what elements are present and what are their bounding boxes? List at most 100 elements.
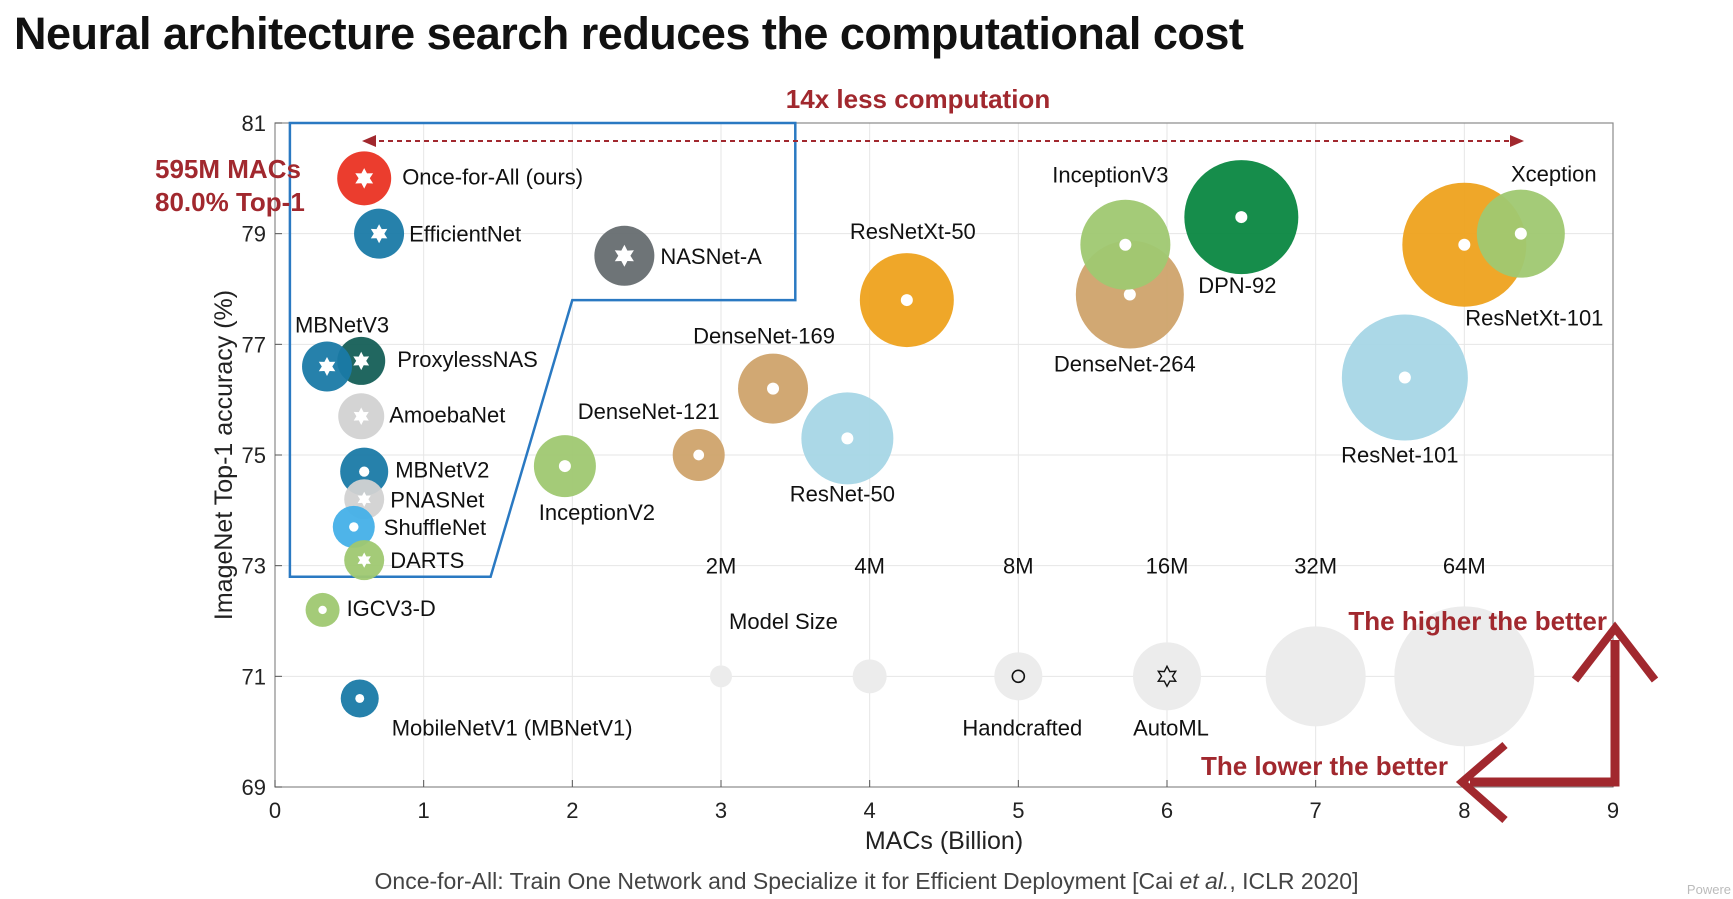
y-axis-title: ImageNet Top-1 accuracy (%) (210, 290, 238, 620)
legend-size-bubble (852, 659, 887, 694)
x-tick-label: 1 (418, 798, 430, 823)
watermark: Powere (1686, 882, 1731, 897)
computation-arrow-head-left (362, 135, 376, 147)
point-label: MobileNetV1 (MBNetV1) (392, 715, 633, 740)
up-arrow-head (1571, 621, 1659, 683)
x-tick-label: 9 (1607, 798, 1619, 823)
x-tick-label: 3 (715, 798, 727, 823)
automl-star-marker (370, 224, 388, 244)
x-tick-label: 6 (1161, 798, 1173, 823)
point-label: EfficientNet (409, 222, 521, 247)
automl-star-marker (355, 168, 374, 189)
y-tick-label: 75 (242, 443, 266, 468)
handcrafted-dot-marker (841, 432, 854, 445)
automl-star-marker (318, 357, 336, 376)
legend-size-bubble (710, 665, 732, 688)
point-label: ProxylessNAS (397, 347, 538, 372)
computation-arrow-head-right (1510, 135, 1524, 147)
automl-star-marker (353, 407, 369, 425)
point-label: ResNet-50 (790, 481, 895, 506)
legend-marker-label: AutoML (1133, 715, 1209, 740)
point-label: MBNetV3 (295, 312, 389, 337)
handcrafted-dot-marker (1398, 371, 1411, 384)
legend-size-label: 2M (706, 554, 737, 579)
point-label: DenseNet-264 (1054, 352, 1196, 377)
legend-automl-marker (1156, 664, 1178, 688)
x-tick-label: 0 (269, 798, 281, 823)
legend-size-bubble (994, 652, 1043, 701)
legend-size-label: 16M (1146, 554, 1189, 579)
point-label: MBNetV2 (395, 458, 489, 483)
handcrafted-dot-marker (1119, 238, 1132, 251)
handcrafted-dot-marker (359, 466, 370, 477)
caption-text: Once-for-All: Train One Network and Spec… (374, 868, 1180, 894)
point-label: Once-for-All (ours) (402, 164, 583, 189)
point-label: AmoebaNet (389, 402, 505, 427)
handcrafted-dot-marker (318, 605, 327, 615)
legend-handcrafted-marker (1011, 669, 1026, 684)
data-points (302, 151, 1565, 718)
better-direction-arrow (1470, 640, 1620, 787)
handcrafted-dot-marker (1458, 238, 1471, 251)
caption-text-end: , ICLR 2020] (1229, 868, 1359, 894)
legend-size-label: 64M (1443, 554, 1486, 579)
handcrafted-dot-marker (693, 449, 705, 461)
point-label: PNASNet (390, 487, 484, 512)
x-tick-label: 2 (566, 798, 578, 823)
handcrafted-dot-marker (1235, 211, 1248, 224)
x-tick-label: 4 (864, 798, 876, 823)
handcrafted-dot-marker (1514, 227, 1527, 240)
point-label: DARTS (390, 548, 464, 573)
y-tick-label: 81 (242, 111, 266, 136)
point-label: ResNetXt-101 (1465, 306, 1603, 331)
handcrafted-dot-marker (767, 382, 780, 395)
legend-size-bubble (1265, 626, 1366, 727)
slide-title: Neural architecture search reduces the c… (14, 8, 1244, 59)
point-label: ShuffleNet (384, 515, 486, 540)
y-tick-label: 69 (242, 775, 266, 800)
handcrafted-dot-marker (1123, 288, 1136, 301)
handcrafted-dot-marker (355, 693, 365, 703)
legend-marker-label: Handcrafted (962, 715, 1082, 740)
point-label: InceptionV3 (1052, 163, 1168, 188)
ofa-macs-annotation: 595M MACs (155, 154, 301, 184)
point-label: DenseNet-169 (693, 324, 835, 349)
automl-star-marker (614, 244, 634, 267)
automl-star-marker (357, 491, 371, 507)
point-label: InceptionV2 (539, 500, 655, 525)
automl-star-marker (353, 351, 370, 371)
left-arrow-head (1455, 741, 1508, 823)
point-label: IGCV3-D (347, 596, 436, 621)
legend-size-bubble (1394, 606, 1535, 747)
handcrafted-dot-marker (558, 460, 571, 473)
x-tick-label: 8 (1458, 798, 1470, 823)
point-label: NASNet-A (660, 244, 762, 269)
handcrafted-dot-marker (900, 294, 913, 307)
citation-caption: Once-for-All: Train One Network and Spec… (0, 868, 1733, 895)
higher-better-annotation: The higher the better (1348, 606, 1607, 636)
point-label: ResNetXt-50 (850, 219, 976, 244)
automl-star-marker (357, 552, 371, 568)
legend-size-bubble (1133, 642, 1201, 711)
highlight-region (288, 121, 797, 578)
y-tick-label: 73 (242, 554, 266, 579)
point-label: Xception (1511, 162, 1597, 187)
automl-region-outline (288, 121, 797, 578)
axis-ticks: 0 1 2 3 4 5 6 7 8 9 69 71 73 75 77 79 81 MACs (Billion) Im… (210, 111, 1619, 855)
y-tick-label: 77 (242, 332, 266, 357)
legend-size-label: 8M (1003, 554, 1034, 579)
legend-title: Model Size (729, 609, 838, 634)
lower-better-annotation: The lower the better (1201, 751, 1448, 781)
handcrafted-dot-marker (349, 522, 359, 532)
y-tick-label: 79 (242, 222, 266, 247)
legend-size-label: 4M (854, 554, 885, 579)
x-axis-title: MACs (Billion) (865, 827, 1023, 855)
point-label: DenseNet-121 (578, 399, 720, 424)
y-tick-label: 71 (242, 664, 266, 689)
caption-et-al: et al. (1179, 868, 1230, 894)
point-label: ResNet-101 (1341, 443, 1458, 468)
ofa-top1-annotation: 80.0% Top-1 (155, 187, 305, 217)
point-labels: Once-for-All (ours) EfficientNet NASNet-A P… (295, 162, 1603, 741)
